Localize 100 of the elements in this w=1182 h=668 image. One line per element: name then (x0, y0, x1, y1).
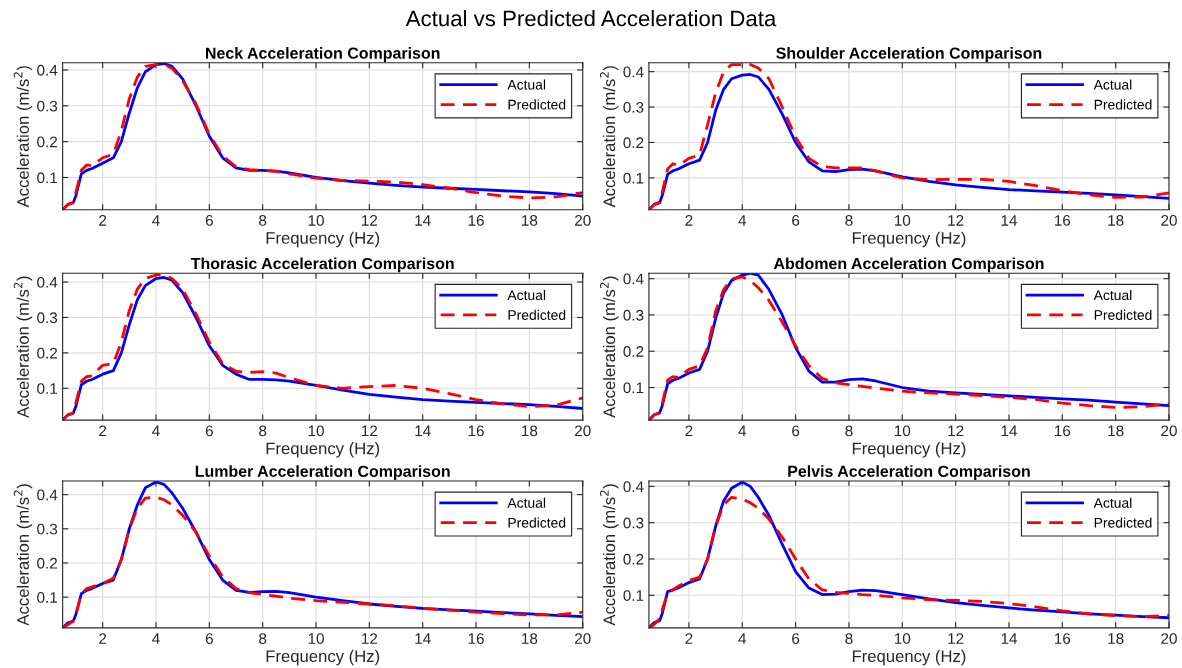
x-tick-label: 12 (948, 425, 964, 437)
legend-label: Predicted (1094, 309, 1152, 320)
x-tick-label: 10 (308, 633, 324, 644)
x-tick-label: 14 (415, 633, 431, 644)
x-tick-label: 6 (205, 633, 213, 644)
y-axis-title: Acceleration (m/s$^{2}$) (13, 66, 33, 208)
y-tick-label: 0.3 (623, 101, 644, 113)
y-tick-label: 0.4 (37, 276, 58, 288)
legend-label: Predicted (1094, 99, 1152, 110)
legend-label: Actual (1093, 79, 1132, 90)
x-tick-label: 2 (99, 215, 107, 226)
chart-title: Neck Acceleration Comparison (206, 47, 440, 62)
y-tick-label: 0.2 (623, 553, 644, 565)
legend-label: Actual (507, 79, 546, 90)
x-tick-label: 2 (685, 215, 693, 226)
x-tick-label: 4 (152, 633, 160, 644)
x-axis-title: Frequency (Hz) (266, 649, 380, 666)
x-tick-label: 12 (948, 633, 964, 644)
x-tick-label: 2 (685, 633, 693, 644)
x-axis-title: Frequency (Hz) (852, 649, 966, 666)
y-tick-label: 0.4 (37, 64, 58, 76)
x-tick-label: 6 (792, 633, 800, 644)
x-tick-label: 18 (522, 215, 538, 226)
x-tick-label: 18 (522, 425, 538, 437)
x-tick-label: 4 (738, 215, 747, 226)
legend-label: Predicted (1094, 517, 1152, 528)
y-tick-label: 0.1 (623, 382, 644, 394)
y-tick-label: 0.4 (623, 66, 644, 78)
y-axis-title: Acceleration (m/s$^{2}$) (599, 484, 619, 626)
x-axis-title: Frequency (Hz) (852, 231, 966, 248)
y-tick-label: 0.3 (623, 309, 644, 321)
x-tick-label: 16 (468, 215, 484, 226)
y-axis-title: Acceleration (m/s$^{2}$) (599, 66, 619, 208)
x-axis-title: Frequency (Hz) (266, 231, 380, 248)
x-tick-label: 6 (792, 215, 800, 226)
y-tick-label: 0.1 (37, 383, 58, 394)
y-tick-label: 0.2 (37, 136, 58, 148)
legend-label: Actual (1093, 289, 1132, 301)
x-tick-label: 12 (362, 215, 378, 226)
x-tick-label: 10 (894, 215, 911, 226)
text: Actual vs Predicted Acceleration Data (405, 10, 777, 27)
x-tick-label: 20 (575, 215, 591, 226)
x-tick-label: 12 (362, 425, 378, 437)
x-tick-label: 10 (894, 633, 911, 644)
x-tick-label: 4 (738, 425, 747, 437)
x-tick-label: 20 (1161, 633, 1177, 644)
x-tick-label: 6 (205, 215, 213, 226)
x-tick-label: 16 (468, 633, 484, 644)
x-axis-title: Frequency (Hz) (852, 442, 966, 458)
y-axis-title: Acceleration (m/s$^{2}$) (599, 276, 619, 418)
chart-title: Abdomen Acceleration Comparison (773, 257, 1044, 273)
x-tick-label: 10 (308, 425, 324, 437)
y-tick-label: 0.2 (623, 137, 644, 149)
x-tick-label: 18 (1108, 425, 1124, 437)
x-tick-label: 8 (845, 425, 853, 437)
legend-label: Actual (507, 289, 546, 301)
y-tick-label: 0.1 (623, 590, 644, 601)
chart-title: Pelvis Acceleration Comparison (788, 465, 1030, 481)
x-tick-label: 4 (738, 633, 747, 644)
x-axis-title: Frequency (Hz) (266, 442, 380, 458)
legend-label: Predicted (508, 99, 566, 110)
chart-title: Lumber Acceleration Comparison (195, 465, 450, 481)
x-tick-label: 2 (99, 425, 107, 437)
x-tick-label: 2 (99, 633, 107, 644)
legend-label: Predicted (508, 517, 566, 528)
x-tick-label: 18 (1108, 215, 1124, 226)
y-tick-label: 0.2 (37, 347, 58, 359)
x-tick-label: 8 (845, 215, 853, 226)
x-tick-label: 4 (152, 215, 160, 226)
y-tick-label: 0.1 (623, 172, 644, 184)
x-tick-label: 20 (1161, 425, 1177, 437)
y-axis-title: Acceleration (m/s$^{2}$) (13, 276, 33, 418)
x-tick-label: 18 (1108, 633, 1124, 644)
y-tick-label: 0.3 (623, 517, 644, 529)
x-tick-label: 20 (1161, 215, 1177, 226)
x-tick-label: 16 (1054, 215, 1071, 226)
x-tick-label: 10 (894, 425, 911, 437)
x-tick-label: 20 (575, 633, 591, 644)
y-tick-label: 0.2 (37, 557, 58, 569)
x-tick-label: 14 (1001, 215, 1018, 226)
x-tick-label: 8 (845, 633, 853, 644)
x-tick-label: 10 (308, 215, 324, 226)
x-tick-label: 20 (575, 425, 591, 437)
x-tick-label: 16 (468, 425, 484, 437)
x-tick-label: 16 (1054, 425, 1071, 437)
legend-label: Actual (1093, 497, 1132, 508)
x-tick-label: 14 (415, 425, 431, 437)
x-tick-label: 12 (362, 633, 378, 644)
x-tick-label: 8 (259, 633, 267, 644)
legend-label: Actual (507, 497, 546, 508)
y-tick-label: 0.3 (37, 312, 58, 324)
x-tick-label: 6 (205, 425, 213, 437)
legend-label: Predicted (508, 309, 566, 320)
chart-title: Shoulder Acceleration Comparison (776, 47, 1042, 62)
x-tick-label: 14 (415, 215, 431, 226)
x-tick-label: 6 (792, 425, 800, 437)
y-tick-label: 0.1 (37, 172, 58, 184)
y-axis-title: Acceleration (m/s$^{2}$) (13, 484, 33, 626)
y-tick-label: 0.4 (623, 273, 644, 285)
y-tick-label: 0.4 (37, 489, 58, 501)
